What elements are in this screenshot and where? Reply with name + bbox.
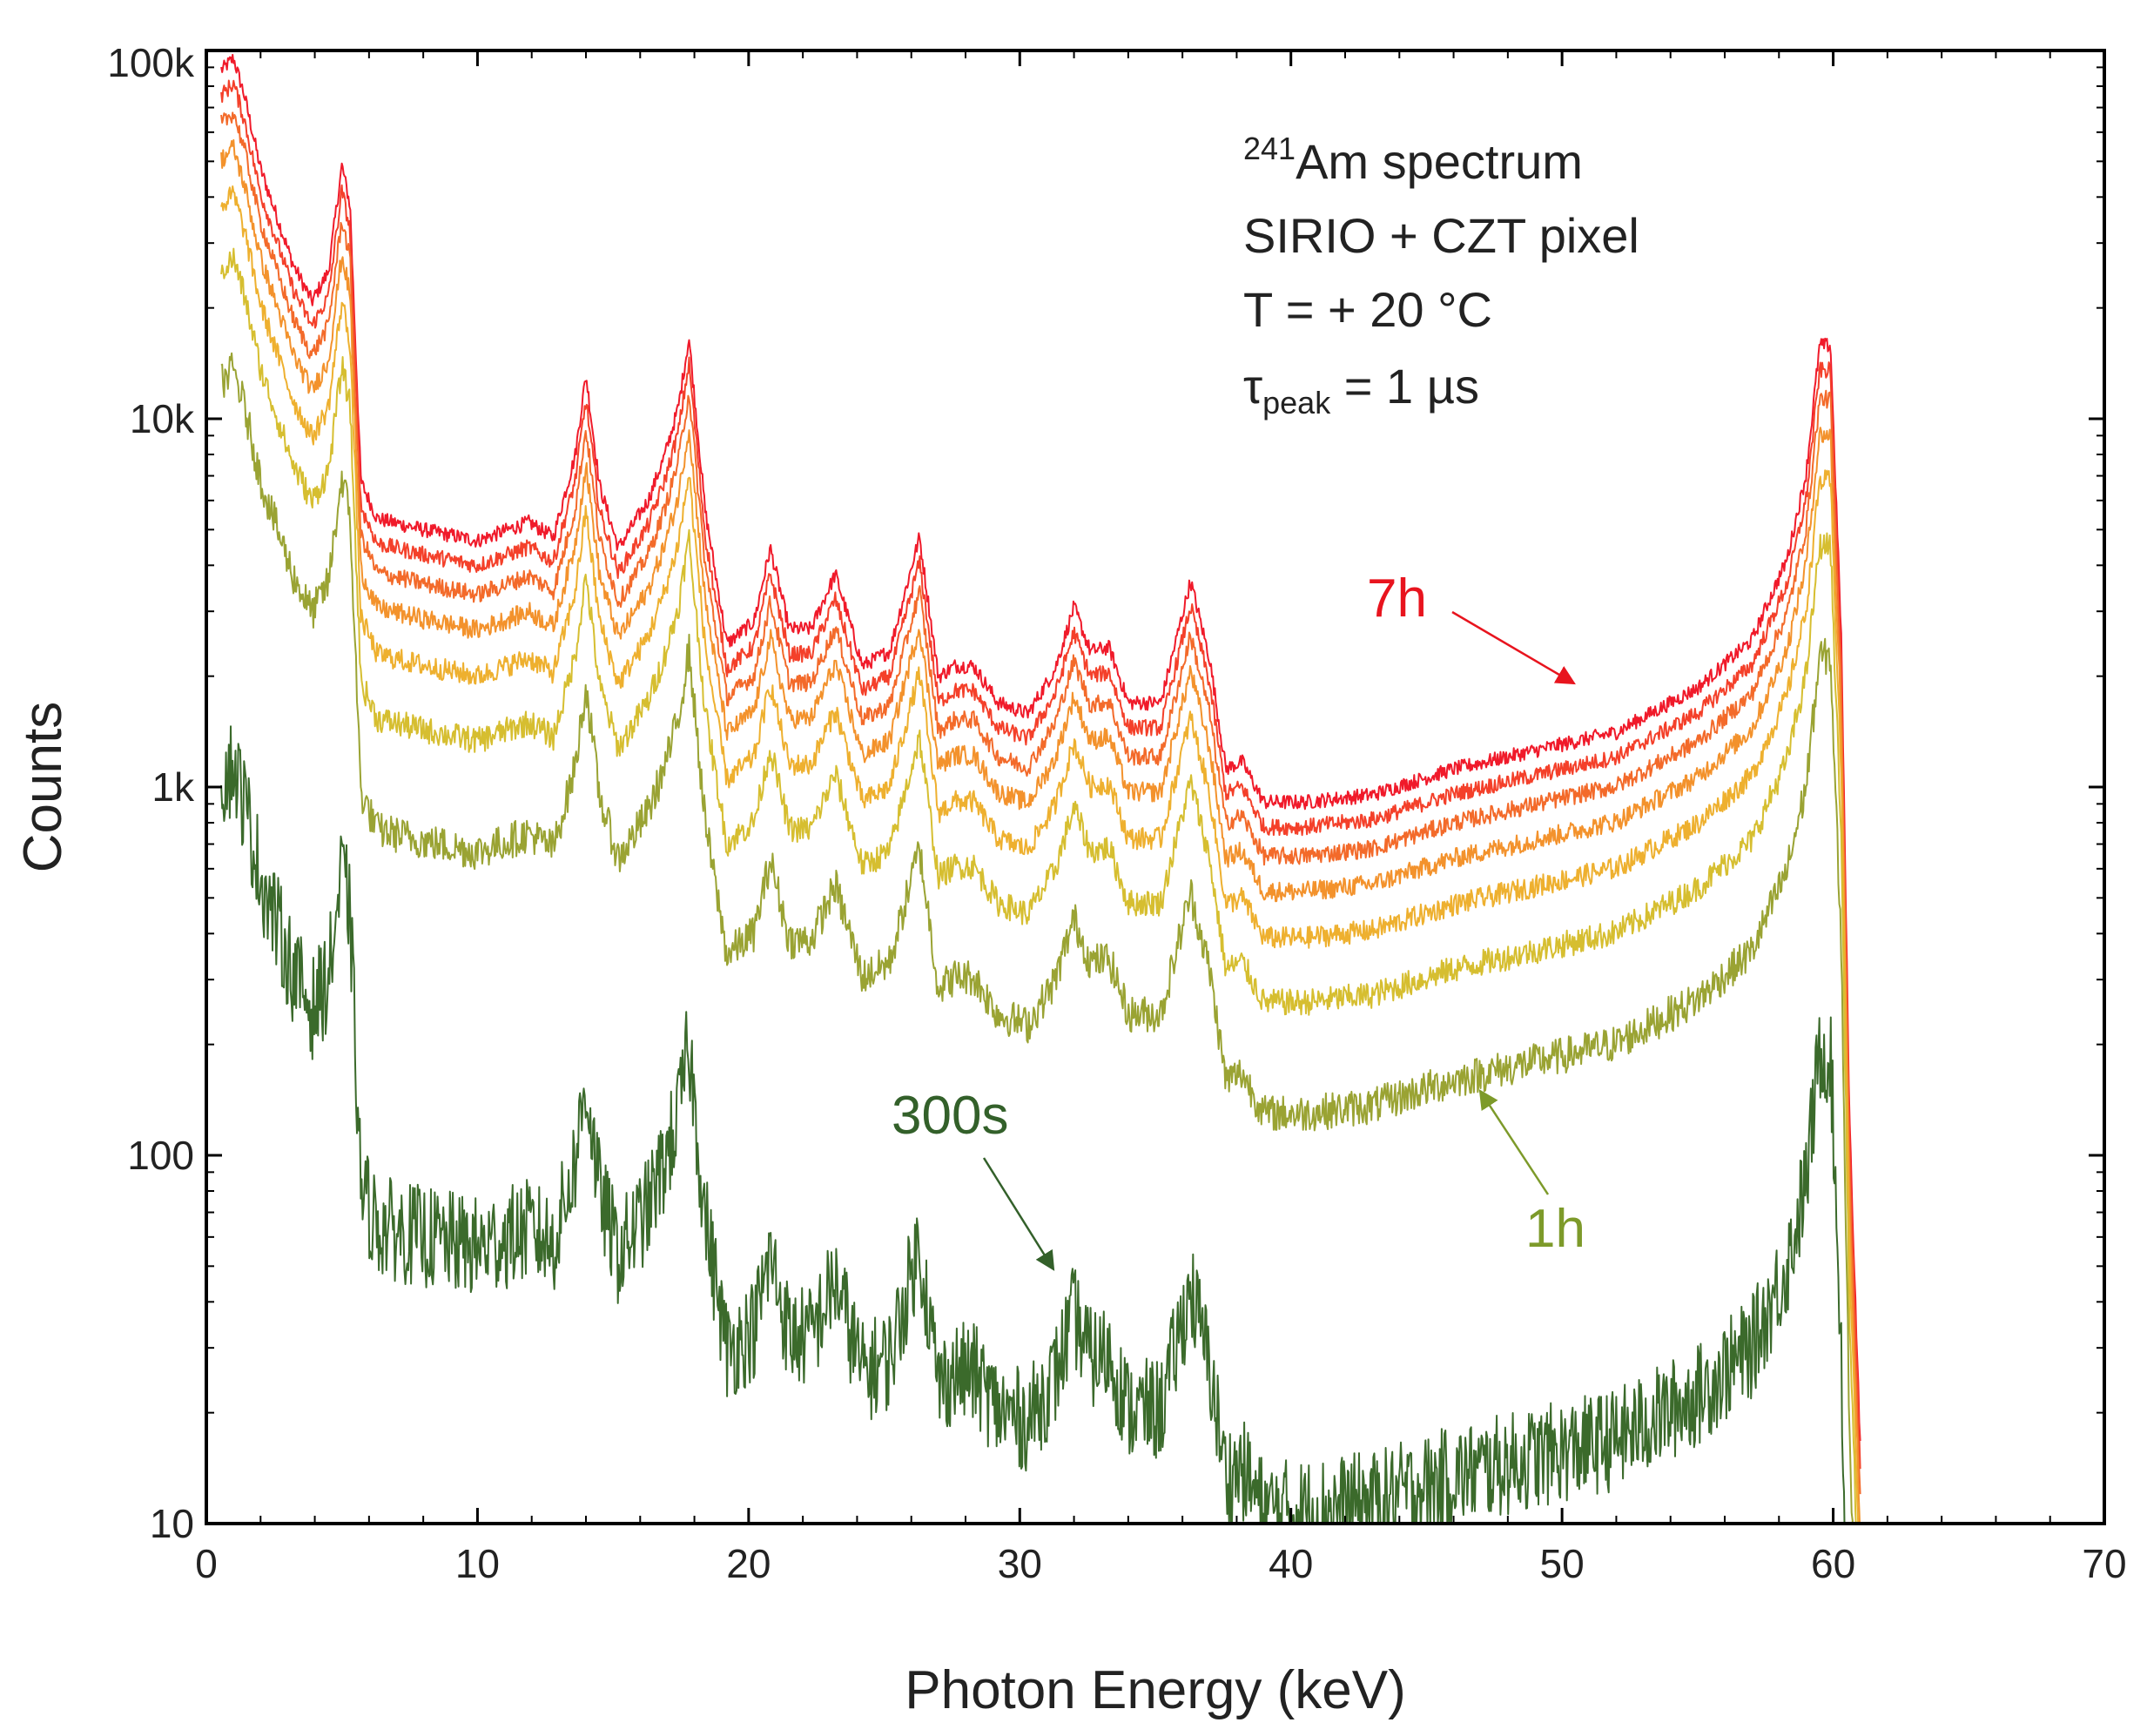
- series-line-6h: [220, 79, 1861, 1470]
- series-layer: [220, 53, 1861, 1524]
- series-line-3h: [220, 185, 1860, 1524]
- series-line-7h: [220, 53, 1861, 1442]
- y-tick-labels: 10 100 1k 10k 100k: [107, 40, 195, 1546]
- annotation-box: 241Am spectrum SIRIO + CZT pixel T = + 2…: [1243, 131, 1639, 421]
- x-tick-label: 10: [455, 1541, 500, 1586]
- series-line-300s: [220, 725, 1846, 1524]
- x-tick-label: 20: [726, 1541, 771, 1586]
- label-1h: 1h: [1525, 1199, 1585, 1259]
- series-line-1h: [220, 352, 1854, 1524]
- x-tick-label: 60: [1811, 1541, 1855, 1586]
- y-tick-label: 1k: [151, 764, 195, 810]
- x-tick-label: 50: [1540, 1541, 1585, 1586]
- x-tick-labels: 0 10 20 30 40 50 60 70: [195, 1541, 2126, 1586]
- arrow-300s: [982, 1157, 1055, 1271]
- x-tick-label: 0: [195, 1541, 218, 1586]
- series-line-4h: [220, 138, 1861, 1524]
- label-7h: 7h: [1367, 569, 1427, 629]
- arrow-7h: [1451, 610, 1576, 685]
- x-tick-label: 70: [2082, 1541, 2126, 1586]
- y-tick-label: 10: [150, 1501, 194, 1546]
- y-tick-label: 100: [127, 1133, 194, 1178]
- annotation-line-3: T = + 20 °C: [1243, 282, 1492, 337]
- plot-frame: [205, 49, 2106, 1525]
- x-axis-title: Photon Energy (keV): [905, 1660, 1406, 1720]
- series-line-5h: [220, 111, 1861, 1495]
- x-tick-label: 40: [1269, 1541, 1313, 1586]
- y-tick-label: 100k: [107, 40, 195, 85]
- label-300s: 300s: [892, 1086, 1008, 1146]
- arrow-1h: [1478, 1089, 1550, 1195]
- series-line-2h: [220, 247, 1857, 1524]
- y-tick-label: 10k: [130, 396, 195, 441]
- annotation-line-2: SIRIO + CZT pixel: [1243, 208, 1639, 263]
- x-tick-label: 30: [998, 1541, 1042, 1586]
- annotation-line-4: τpeak = 1 µs: [1243, 359, 1479, 421]
- y-axis-title: Counts: [13, 702, 73, 872]
- annotation-line-1: 241Am spectrum: [1243, 131, 1583, 189]
